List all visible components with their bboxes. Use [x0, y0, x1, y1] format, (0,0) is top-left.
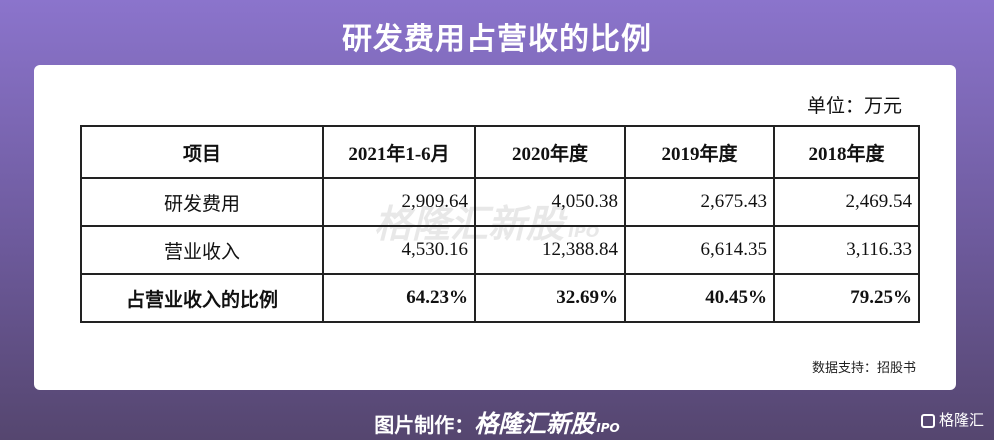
table-row: 研发费用 2,909.64 4,050.38 2,675.43 2,469.54 [80, 177, 920, 227]
column-header: 2018年度 [773, 125, 920, 179]
footer: 图片制作：格隆汇新股 IPO [0, 404, 994, 439]
cell: 2,909.64 [322, 177, 476, 227]
cell: 6,614.35 [624, 225, 775, 275]
cell: 3,116.33 [773, 225, 920, 275]
column-header: 2020年度 [474, 125, 626, 179]
table-row: 占营业收入的比例 64.23% 32.69% 40.45% 79.25% [80, 273, 920, 323]
header-row: 项目 2021年1-6月 2020年度 2019年度 2018年度 [80, 125, 920, 179]
table-row: 营业收入 4,530.16 12,388.84 6,614.35 3,116.33 [80, 225, 920, 275]
footer-brand: 格隆汇新股 [474, 410, 595, 438]
logo-text: 格隆汇 [938, 411, 984, 429]
cell: 12,388.84 [474, 225, 626, 275]
cell: 2,469.54 [773, 177, 920, 227]
cell: 79.25% [773, 273, 920, 323]
row-label: 研发费用 [80, 177, 324, 227]
cell: 2,675.43 [624, 177, 775, 227]
cell: 32.69% [474, 273, 626, 323]
logo: 格隆汇 [920, 409, 984, 430]
column-header: 2021年1-6月 [322, 125, 476, 179]
footer-tag: IPO [596, 421, 620, 435]
logo-icon [920, 413, 935, 428]
cell: 64.23% [322, 273, 476, 323]
card: 单位：万元 格隆汇新股 IPO 项目 2021年1-6月 2020年度 2019年度 20… [34, 65, 956, 390]
title: 研发费用占营收的比例 [342, 22, 652, 57]
footer-label: 图片制作： [374, 413, 475, 437]
cell: 40.45% [624, 273, 775, 323]
row-label: 占营业收入的比例 [80, 273, 324, 323]
table: 项目 2021年1-6月 2020年度 2019年度 2018年度 研发费用 2,909.… [80, 125, 920, 323]
column-header: 2019年度 [624, 125, 775, 179]
source: 数据支持：招股书 [811, 361, 916, 376]
row-label: 营业收入 [80, 225, 324, 275]
cell: 4,050.38 [474, 177, 626, 227]
cell: 4,530.16 [322, 225, 476, 275]
column-header: 项目 [80, 125, 324, 179]
unit: 单位：万元 [806, 95, 902, 117]
table-body: 研发费用 2,909.64 4,050.38 2,675.43 2,469.54 营业收入… [80, 177, 920, 323]
